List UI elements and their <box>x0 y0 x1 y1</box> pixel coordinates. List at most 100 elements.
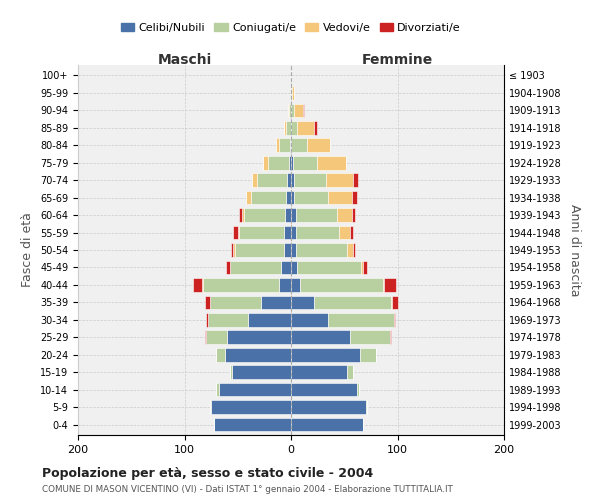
Bar <box>284 243 291 257</box>
Bar <box>208 313 248 326</box>
Bar <box>205 330 206 344</box>
Text: Popolazione per età, sesso e stato civile - 2004: Popolazione per età, sesso e stato civil… <box>42 468 373 480</box>
Bar <box>326 174 353 187</box>
Bar <box>392 296 398 309</box>
Bar <box>276 138 279 152</box>
Bar <box>291 243 296 257</box>
Bar <box>291 226 296 239</box>
Bar <box>217 383 218 396</box>
Bar <box>291 208 296 222</box>
Bar <box>206 330 227 344</box>
Bar <box>261 296 291 309</box>
Bar <box>314 121 317 134</box>
Bar <box>350 226 353 239</box>
Bar <box>394 313 395 326</box>
Bar <box>298 260 361 274</box>
Bar <box>291 260 298 274</box>
Bar <box>293 156 317 170</box>
Bar <box>291 383 357 396</box>
Bar <box>291 400 365 414</box>
Bar <box>286 121 291 134</box>
Bar <box>292 86 294 100</box>
Bar <box>217 348 225 362</box>
Bar <box>291 330 350 344</box>
Bar <box>232 243 233 257</box>
Bar <box>352 208 355 222</box>
Bar <box>296 226 339 239</box>
Bar <box>225 348 291 362</box>
Bar <box>214 418 291 432</box>
Bar <box>290 138 291 152</box>
Bar <box>291 138 307 152</box>
Bar <box>299 278 383 291</box>
Bar <box>289 104 291 117</box>
Bar <box>287 174 291 187</box>
Legend: Celibi/Nubili, Coniugati/e, Vedovi/e, Divorziati/e: Celibi/Nubili, Coniugati/e, Vedovi/e, Di… <box>116 19 466 38</box>
Bar <box>291 418 364 432</box>
Bar <box>291 156 293 170</box>
Bar <box>284 226 291 239</box>
Bar <box>328 313 394 326</box>
Bar <box>337 208 352 222</box>
Bar <box>291 191 294 204</box>
Bar <box>291 121 298 134</box>
Bar <box>291 278 299 291</box>
Bar <box>294 191 328 204</box>
Text: Maschi: Maschi <box>157 52 212 66</box>
Bar <box>286 191 291 204</box>
Bar <box>291 174 294 187</box>
Bar <box>391 296 392 309</box>
Bar <box>203 278 279 291</box>
Bar <box>291 296 314 309</box>
Bar <box>202 278 203 291</box>
Bar <box>291 104 294 117</box>
Bar <box>353 174 358 187</box>
Bar <box>328 191 352 204</box>
Bar <box>350 330 390 344</box>
Bar <box>244 208 284 222</box>
Bar <box>298 121 314 134</box>
Bar <box>235 243 284 257</box>
Bar <box>210 400 211 414</box>
Bar <box>296 208 337 222</box>
Bar <box>230 366 232 379</box>
Bar <box>226 260 230 274</box>
Bar <box>296 243 347 257</box>
Bar <box>291 348 360 362</box>
Bar <box>218 383 291 396</box>
Bar <box>314 296 391 309</box>
Bar <box>227 330 291 344</box>
Bar <box>357 383 359 396</box>
Bar <box>291 86 292 100</box>
Bar <box>238 226 239 239</box>
Bar <box>307 138 331 152</box>
Bar <box>239 226 284 239</box>
Bar <box>263 156 268 170</box>
Bar <box>251 174 257 187</box>
Bar <box>251 191 286 204</box>
Bar <box>383 278 397 291</box>
Bar <box>233 226 238 239</box>
Bar <box>364 260 367 274</box>
Bar <box>288 104 289 117</box>
Bar <box>353 243 355 257</box>
Bar <box>291 366 347 379</box>
Bar <box>294 174 326 187</box>
Bar <box>193 278 202 291</box>
Y-axis label: Fasce di età: Fasce di età <box>22 212 34 288</box>
Bar <box>390 330 391 344</box>
Bar <box>210 296 261 309</box>
Bar <box>279 138 290 152</box>
Bar <box>347 366 353 379</box>
Text: COMUNE DI MASON VICENTINO (VI) - Dati ISTAT 1° gennaio 2004 - Elaborazione TUTTI: COMUNE DI MASON VICENTINO (VI) - Dati IS… <box>42 485 453 494</box>
Bar <box>289 156 291 170</box>
Bar <box>303 104 304 117</box>
Bar <box>233 243 235 257</box>
Bar <box>248 313 291 326</box>
Bar <box>360 348 376 362</box>
Bar <box>361 260 364 274</box>
Bar <box>317 156 346 170</box>
Bar <box>294 104 303 117</box>
Bar <box>230 260 281 274</box>
Bar <box>291 313 328 326</box>
